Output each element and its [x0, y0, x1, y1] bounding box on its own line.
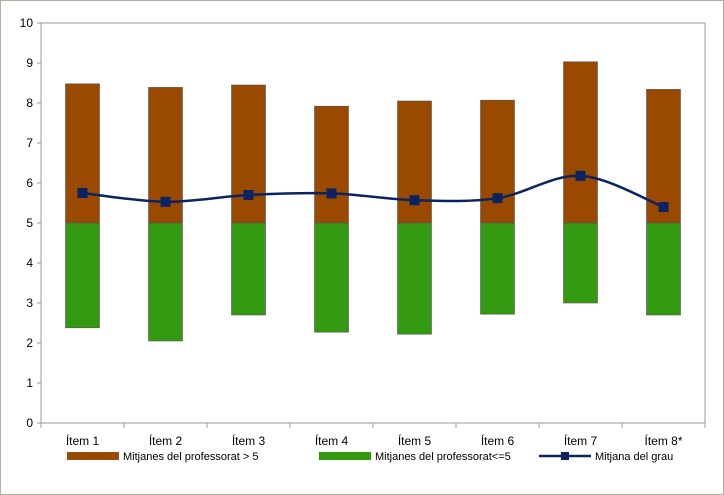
y-tick-label: 4	[26, 256, 33, 270]
bar-below-5	[646, 222, 681, 316]
legend-item-below-5: Mitjanes del professorat<=5	[319, 451, 511, 463]
series-above-5-bars	[65, 61, 681, 224]
line-point	[575, 170, 586, 181]
plot-border	[40, 22, 706, 424]
x-tick-label: Ítem 4	[315, 433, 349, 448]
y-tick-label: 5	[26, 216, 33, 230]
y-tick-label: 6	[26, 176, 33, 190]
line-point	[409, 195, 420, 206]
line-point	[243, 190, 254, 200]
line-point	[492, 193, 503, 204]
y-tick-label: 0	[26, 416, 33, 430]
legend-swatch	[319, 452, 371, 460]
y-tick-label: 10	[20, 16, 34, 30]
x-tick-label: Ítem 5	[398, 433, 432, 448]
bar-below-5	[397, 222, 432, 335]
bar-above-5	[231, 84, 266, 224]
bar-below-5	[65, 222, 100, 329]
line-path	[82, 174, 664, 209]
plot-area	[40, 22, 706, 424]
bar-above-5	[480, 99, 515, 224]
legend-swatch-marker	[561, 452, 569, 460]
y-tick-label: 1	[26, 376, 33, 390]
legend-swatch	[67, 452, 119, 460]
legend-label: Mitjanes del professorat<=5	[375, 451, 511, 463]
x-tick-label: Ítem 3	[232, 433, 266, 448]
y-tick-label: 7	[26, 136, 33, 150]
y-tick-label: 8	[26, 96, 33, 110]
y-axis: 0 1 2 3 4 5 6 7 8 9 10	[20, 16, 41, 430]
bar-above-5	[314, 105, 349, 224]
x-axis: Ítem 1 Ítem 2 Ítem 3 Ítem 4 Ítem 5 Ítem 6 Ítem…	[40, 423, 706, 448]
bar-above-5	[65, 83, 100, 224]
legend-label: Mitjana del grau	[595, 451, 673, 463]
bar-above-5	[563, 61, 598, 224]
legend-item-above-5: Mitjanes del professorat > 5	[67, 451, 258, 463]
x-tick-label: Ítem 8*	[644, 433, 682, 448]
legend: Mitjanes del professorat > 5 Mitjanes del…	[67, 451, 673, 463]
legend-item-grade-mean: Mitjana del grau	[539, 451, 673, 463]
x-tick-label: Ítem 2	[149, 433, 183, 448]
y-tick-label: 3	[26, 296, 33, 310]
x-tick-label: Ítem 6	[481, 433, 515, 448]
x-tick-label: Ítem 7	[564, 433, 598, 448]
y-tick-label: 2	[26, 336, 33, 350]
line-point	[658, 202, 669, 212]
bar-below-5	[563, 222, 598, 304]
legend-label: Mitjanes del professorat > 5	[123, 451, 258, 463]
line-point	[326, 188, 337, 199]
series-below-5-bars	[65, 222, 681, 342]
series-grade-mean-line	[77, 170, 669, 212]
bar-below-5	[231, 222, 266, 316]
y-tick-label: 9	[26, 56, 33, 70]
line-point	[77, 188, 88, 198]
x-tick-label: Ítem 1	[66, 433, 100, 448]
bar-below-5	[480, 222, 515, 315]
bar-below-5	[148, 222, 183, 342]
bar-below-5	[314, 222, 349, 333]
line-point	[160, 196, 171, 207]
